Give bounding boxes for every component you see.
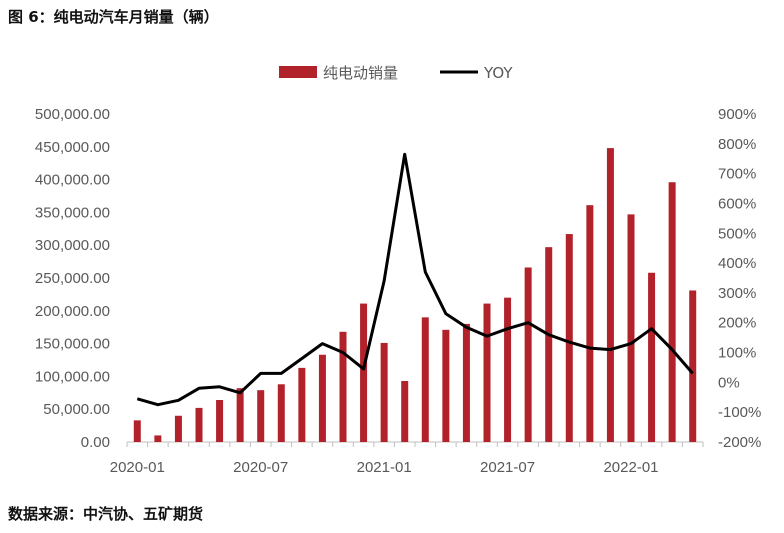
y-left-tick-label: 350,000.00 xyxy=(35,204,110,221)
x-tick-label: 2020-01 xyxy=(110,459,165,476)
y-left-tick-label: 150,000.00 xyxy=(35,336,110,353)
y-right-tick-label: 800% xyxy=(718,136,756,153)
y-right-tick-label: 200% xyxy=(718,315,756,332)
y-left-tick-label: 100,000.00 xyxy=(35,368,110,385)
bar xyxy=(462,323,470,442)
y-left-tick-label: 400,000.00 xyxy=(35,172,110,189)
figure-title: 图 6：纯电动汽车月销量（辆） xyxy=(8,8,219,26)
bar xyxy=(401,380,409,442)
y-right-tick-label: 400% xyxy=(718,255,756,272)
y-right-tick-label: 600% xyxy=(718,195,756,212)
bar xyxy=(298,367,306,442)
bar xyxy=(689,290,697,442)
yoy-series xyxy=(136,152,694,407)
bar xyxy=(339,331,347,442)
y-right-tick-label: 700% xyxy=(718,166,756,183)
x-axis: 2020-01 2020-07 2021-01 2021-07 2022-01 xyxy=(110,441,704,476)
bar xyxy=(586,205,594,442)
y-left-tick-label: 0.00 xyxy=(81,434,110,451)
bar xyxy=(545,247,553,442)
bar xyxy=(627,214,635,442)
x-tick-label: 2020-07 xyxy=(233,459,288,476)
bar xyxy=(524,267,532,442)
x-tick-label: 2022-01 xyxy=(603,459,658,476)
y-left-tick-label: 450,000.00 xyxy=(35,139,110,156)
bar xyxy=(421,317,429,442)
bar xyxy=(504,297,512,442)
legend-line-label: YOY xyxy=(483,64,513,82)
bar xyxy=(318,354,326,442)
y-left-tick-label: 500,000.00 xyxy=(35,106,110,123)
y-axis-left: 0.00 50,000.00 100,000.00 150,000.00 200,000… xyxy=(35,106,110,451)
bar xyxy=(360,303,368,442)
legend-bar-swatch xyxy=(279,66,317,78)
legend-bar-label: 纯电动销量 xyxy=(323,64,398,82)
y-left-tick-label: 300,000.00 xyxy=(35,237,110,254)
y-left-tick-label: 50,000.00 xyxy=(43,401,110,418)
bar xyxy=(133,420,141,442)
bar xyxy=(442,329,450,442)
y-right-tick-label: 100% xyxy=(718,345,756,362)
bar xyxy=(195,407,203,442)
bar xyxy=(236,388,244,442)
x-tick-label: 2021-07 xyxy=(480,459,535,476)
bar xyxy=(565,234,573,442)
y-right-tick-label: 900% xyxy=(718,106,756,123)
y-left-tick-label: 250,000.00 xyxy=(35,270,110,287)
y-right-tick-label: -200% xyxy=(718,434,761,451)
yoy-line xyxy=(136,152,694,407)
y-right-tick-label: 500% xyxy=(718,225,756,242)
bar xyxy=(483,303,491,442)
bar xyxy=(648,272,656,442)
bar xyxy=(257,390,265,442)
legend: 纯电动销量 YOY xyxy=(279,64,513,82)
bar xyxy=(380,342,388,442)
bar xyxy=(606,148,614,442)
y-right-tick-label: 0% xyxy=(718,374,740,391)
bar xyxy=(277,384,285,442)
y-axis-right: -200% -100% 0% 100% 200% 300% 400% 500% 600% 700%… xyxy=(718,106,761,451)
y-right-tick-label: 300% xyxy=(718,285,756,302)
figure-source: 数据来源：中汽协、五矿期货 xyxy=(8,505,204,523)
y-right-tick-label: -100% xyxy=(718,404,761,421)
bar-series xyxy=(133,148,697,442)
bar xyxy=(174,415,182,442)
bar xyxy=(668,182,676,442)
bar xyxy=(216,400,224,442)
y-left-tick-label: 200,000.00 xyxy=(35,303,110,320)
x-tick-label: 2021-01 xyxy=(357,459,412,476)
bar xyxy=(154,435,162,442)
